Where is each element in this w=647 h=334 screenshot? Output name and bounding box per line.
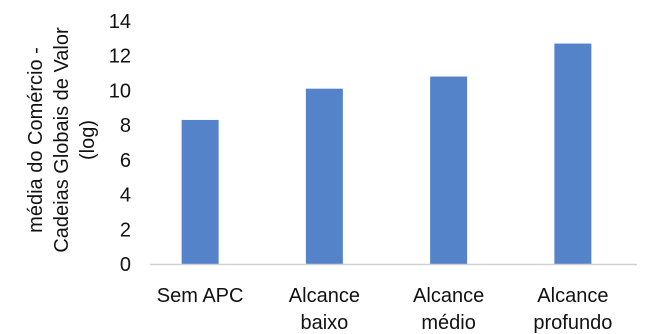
y-tick-label: 0 [120,254,131,276]
x-category-label-line: profundo [533,312,612,334]
y-tick-label: 14 [109,11,131,33]
y-axis-label: média do Comércio - Cadeias Globais de Va… [25,27,99,253]
y-tick-label: 4 [120,185,131,207]
y-tick-label: 6 [120,150,131,172]
y-tick-label: 8 [120,115,131,137]
x-category-label: Alcance profundo [533,285,612,334]
x-category-label-line: baixo [300,312,348,334]
x-category-label: Alcance baixo [289,285,360,334]
y-axis-title: média do Comércio - Cadeias Globais de Va… [25,27,99,253]
y-axis-title-line: Cadeias Globais de Valor [51,27,73,253]
x-axis-categories: Sem APC Alcance baixo Alcance médio Alcance pr… [157,285,613,334]
y-axis-title-line: (log) [77,120,99,160]
x-category-label: Sem APC [157,285,244,307]
bar [430,76,468,265]
bars [181,43,592,265]
bar [305,88,343,264]
x-category-label-line: Sem APC [157,285,244,307]
x-category-label-line: médio [421,312,475,334]
x-category-label-line: Alcance [537,285,608,307]
x-category-label-line: Alcance [413,285,484,307]
y-tick-label: 10 [109,80,131,102]
bar [554,43,592,264]
y-tick-label: 12 [109,46,131,68]
bar [181,119,219,264]
y-tick-label: 2 [120,219,131,241]
y-axis-title-line: média do Comércio - [25,47,47,233]
x-category-label: Alcance médio [413,285,484,334]
x-category-label-line: Alcance [289,285,360,307]
y-axis-ticks: 0 2 4 6 8 10 12 14 [109,11,131,276]
